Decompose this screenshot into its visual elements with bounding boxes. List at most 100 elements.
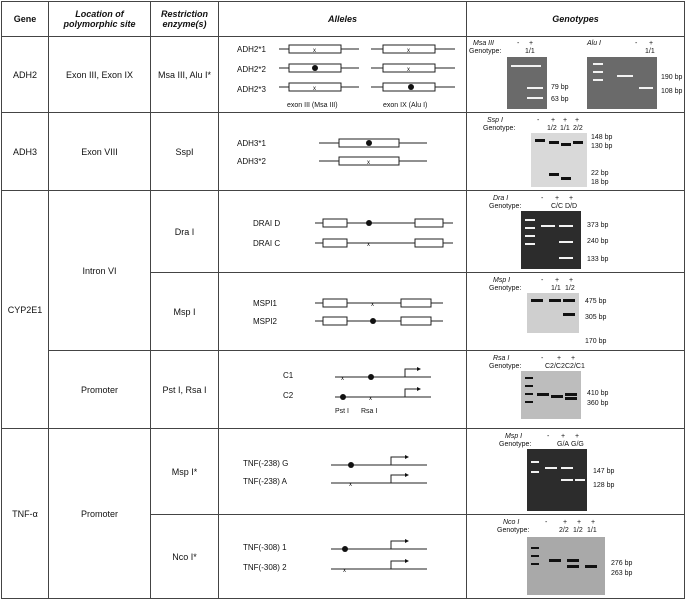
lane-sign: + <box>591 519 596 526</box>
lane-genotype: 1/1 <box>551 285 561 292</box>
lane-genotype: 2/2 <box>559 527 569 534</box>
svg-text:x: x <box>341 376 344 382</box>
lane-sign: + <box>557 355 562 362</box>
location-cyp2e1-intron: Intron VI <box>48 190 151 351</box>
row-cyp2e1-promoter: Promoter Pst I, Rsa I C1 C2 x x Pst I Rs… <box>2 350 685 429</box>
allele-label: MSPI2 <box>253 317 278 326</box>
lane-sign: + <box>571 355 576 362</box>
band-size: 22 bp <box>591 170 609 177</box>
alleles-adh3: ADH3*1 ADH3*2 x <box>218 112 467 191</box>
alleles-tnf-nco: TNF(-308) 1 TNF(-308) 2 x <box>218 514 467 599</box>
adh2-allele-diagram: x x x x <box>279 44 455 92</box>
lane-sign: + <box>529 40 534 47</box>
location-adh3: Exon VIII <box>48 112 151 191</box>
lane-genotype: 1/2 <box>547 125 557 132</box>
band-size: 373 bp <box>587 222 609 229</box>
genotypes-tnf-nco: Nco I Genotype: - + + + 2/2 1/2 1/1 276 … <box>466 514 685 599</box>
gel-image <box>531 133 587 187</box>
gel-enzyme: Rsa I <box>493 355 510 362</box>
lane-sign: + <box>577 519 582 526</box>
lane-genotype: C2/C2 <box>545 363 565 370</box>
alleles-cyp2e1-promoter: C1 C2 x x Pst I Rsa I <box>218 350 467 429</box>
enzyme-cyp2e1-dra: Dra I <box>150 190 219 273</box>
gel-enzyme: Nco I <box>503 519 520 526</box>
enzyme-tnf-nco: Nco I* <box>150 514 219 599</box>
band-size: 360 bp <box>587 400 609 407</box>
enzyme-tnf-msp: Msp I* <box>150 428 219 515</box>
lane-sign: + <box>569 277 574 284</box>
allele-label: C1 <box>283 371 294 380</box>
band-size: 148 bp <box>591 134 613 141</box>
gel-enzyme: Msp I <box>493 277 511 284</box>
lane-sign: + <box>563 117 568 124</box>
row-adh3: ADH3 Exon VIII SspI ADH3*1 ADH3*2 x Ssp … <box>1 112 685 191</box>
svg-text:x: x <box>313 86 316 92</box>
allele-label: TNF(-238) G <box>243 459 289 468</box>
lane-genotype: D/D <box>565 203 578 210</box>
allele-label: C2 <box>283 391 294 400</box>
lane-sign: - <box>541 195 544 202</box>
gene-cyp2e1: CYP2E1 <box>1 190 49 429</box>
band-size: 130 bp <box>591 143 613 150</box>
allele-label: ADH3*2 <box>237 157 266 166</box>
lane-sign: + <box>551 117 556 124</box>
tnf-nco-allele-diagram: x <box>331 539 427 574</box>
allele-label: TNF(-308) 2 <box>243 563 287 572</box>
enzyme-cyp2e1-promoter: Pst I, Rsa I <box>150 350 219 429</box>
gene-tnf: TNF-α <box>1 428 49 599</box>
genotypes-adh2: Msa III Genotype: - + 1/1 Alu I - + 1/1 … <box>466 36 685 113</box>
svg-text:x: x <box>407 48 410 54</box>
genotypes-cyp2e1-promoter: Rsa I Genotype: - + + C2/C2 C2/C1 410 bp… <box>466 350 685 429</box>
header-genotypes: Genotypes <box>466 1 685 37</box>
row-cyp2e1-dra: CYP2E1 Intron VI Dra I DRAI D DRAI C x D… <box>1 190 685 429</box>
svg-text:x: x <box>369 396 372 402</box>
genotypes-cyp2e1-msp: Msp I Genotype: - + + 1/1 1/2 475 bp 305… <box>466 272 685 351</box>
allele-label: ADH3*1 <box>237 139 266 148</box>
band-size: 410 bp <box>587 390 609 397</box>
band-size: 79 bp <box>551 84 569 91</box>
genotypes-tnf-msp: Msp I Genotype: - + + G/A G/G 147 bp 128… <box>466 428 685 515</box>
allele-label: TNF(-308) 1 <box>243 543 287 552</box>
row-tnf-nco: Nco I* TNF(-308) 1 TNF(-308) 2 x Nco I G… <box>2 514 685 599</box>
band-size: 276 bp <box>611 560 633 567</box>
genotype-label: Genotype: <box>499 441 532 448</box>
allele-label: ADH2*1 <box>237 45 266 54</box>
svg-text:x: x <box>407 67 410 73</box>
enzyme-cyp2e1-msp: Msp I <box>150 272 219 351</box>
gel-image <box>521 371 581 419</box>
gel-image <box>527 449 587 511</box>
band-size: 128 bp <box>593 482 615 489</box>
allele-label: DRAI D <box>253 219 281 228</box>
lane-sign: - <box>545 519 548 526</box>
gel-image <box>527 537 605 595</box>
genotypes-cyp2e1-dra: Dra I Genotype: - + + C/C D/D 373 bp 240… <box>466 190 685 273</box>
gel-image <box>527 293 579 333</box>
genotype-label: Genotype: <box>489 285 522 292</box>
lane-sign: - <box>537 117 540 124</box>
genotype-label: Genotype: <box>469 48 502 55</box>
genotypes-adh3: Ssp I Genotype: - + + + 1/2 1/1 2/2 148 … <box>466 112 685 191</box>
svg-text:x: x <box>313 48 316 54</box>
band-size: 170 bp <box>585 338 607 345</box>
enzyme-adh3: SspI <box>150 112 219 191</box>
gel-enzyme: Dra I <box>493 195 509 202</box>
band-size: 305 bp <box>585 314 607 321</box>
adh3-allele-diagram: x <box>319 138 427 166</box>
band-size: 240 bp <box>587 238 609 245</box>
lane-genotype: G/G <box>571 441 584 448</box>
lane-genotype: 1/1 <box>587 527 597 534</box>
alleles-tnf-msp: TNF(-238) G TNF(-238) A x <box>218 428 467 515</box>
allele-label: ADH2*2 <box>237 65 266 74</box>
gel-image <box>521 211 581 269</box>
lane-sign: - <box>547 433 550 440</box>
lane-sign: - <box>635 40 638 47</box>
svg-text:x: x <box>367 242 370 248</box>
band-size: 133 bp <box>587 256 609 263</box>
lane-genotype: 1/1 <box>560 125 570 132</box>
lane-sign: - <box>541 355 544 362</box>
location-adh2: Exon III, Exon IX <box>48 36 151 113</box>
gel-enzyme: Msp I <box>505 433 523 440</box>
band-size: 190 bp <box>661 74 683 81</box>
